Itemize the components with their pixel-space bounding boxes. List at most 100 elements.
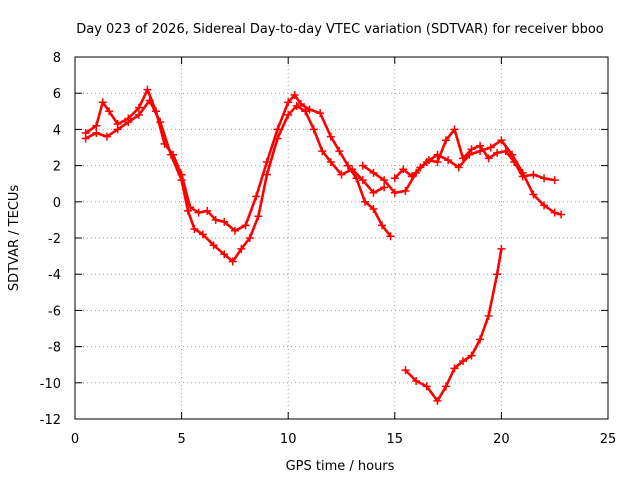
series-line <box>84 99 386 263</box>
data-point <box>81 134 90 143</box>
series-line <box>404 247 503 403</box>
data-point <box>529 190 538 199</box>
y-tick-label: -6 <box>48 304 61 319</box>
data-point <box>190 224 199 233</box>
data-point <box>378 221 387 230</box>
data-point <box>486 143 495 152</box>
data-point <box>401 186 410 195</box>
data-point <box>433 396 442 405</box>
data-point <box>390 174 399 183</box>
data-point <box>529 170 538 179</box>
data-point <box>143 85 152 94</box>
data-point <box>343 161 352 170</box>
data-point <box>550 208 559 217</box>
data-point <box>412 168 421 177</box>
data-point <box>113 125 122 134</box>
data-point <box>105 107 114 116</box>
data-point <box>380 183 389 192</box>
data-point <box>145 96 154 105</box>
data-point <box>296 100 305 109</box>
data-point <box>369 205 378 214</box>
data-point <box>386 232 395 241</box>
chart-title: Day 023 of 2026, Sidereal Day-to-day VTE… <box>76 22 604 37</box>
y-tick-label: 0 <box>53 196 61 211</box>
data-point <box>465 150 474 159</box>
data-point <box>254 212 263 221</box>
data-point <box>245 234 254 242</box>
data-point <box>292 101 301 110</box>
data-point <box>358 161 367 170</box>
data-point <box>540 201 549 210</box>
data-point <box>198 230 207 239</box>
data-point <box>360 197 369 206</box>
y-tick-label: 6 <box>53 87 61 102</box>
data-point <box>467 145 476 154</box>
data-point <box>399 165 408 174</box>
data-point <box>358 176 367 185</box>
data-point <box>476 147 485 156</box>
axis-ticks: -12 -10 -8 -6 -4 -2 0 2 4 6 8 0 5 10 15 20 25 <box>40 51 617 447</box>
data-point <box>497 136 506 145</box>
data-point <box>450 125 459 134</box>
data-point <box>309 125 318 134</box>
y-tick-label: -8 <box>48 341 61 356</box>
data-point <box>290 91 299 100</box>
data-point <box>177 176 186 185</box>
data-series <box>81 85 566 405</box>
data-point <box>228 257 237 266</box>
data-point <box>211 215 220 224</box>
data-point <box>134 103 143 112</box>
data-point <box>209 241 218 250</box>
x-tick-label: 5 <box>177 432 185 447</box>
data-point <box>493 148 502 157</box>
data-point <box>493 270 502 279</box>
x-tick-label: 25 <box>600 432 617 447</box>
data-point <box>166 150 175 159</box>
data-point <box>540 174 549 183</box>
data-point <box>92 129 101 138</box>
x-tick-label: 15 <box>387 432 404 447</box>
data-point <box>337 170 346 179</box>
data-point <box>326 157 335 166</box>
data-point <box>369 188 378 197</box>
x-tick-label: 0 <box>71 432 79 447</box>
data-point <box>237 244 246 253</box>
data-point <box>326 132 335 141</box>
data-point <box>230 226 239 235</box>
series-track-d <box>358 136 566 219</box>
data-point <box>156 118 165 127</box>
data-point <box>441 136 450 145</box>
y-tick-label: 8 <box>53 51 61 66</box>
data-point <box>476 335 485 344</box>
data-point <box>550 176 559 185</box>
data-point <box>441 382 450 391</box>
data-point <box>92 121 101 130</box>
data-point <box>335 147 344 156</box>
data-point <box>422 157 431 166</box>
data-point <box>369 168 378 177</box>
data-point <box>508 150 517 159</box>
series-line <box>84 88 392 238</box>
series-track-a <box>81 85 395 241</box>
data-point <box>422 382 431 391</box>
x-tick-label: 20 <box>493 432 510 447</box>
data-point <box>252 192 261 201</box>
data-point <box>380 176 389 185</box>
data-point <box>484 311 493 320</box>
data-point <box>98 98 107 107</box>
data-point <box>433 150 442 159</box>
data-point <box>518 168 527 177</box>
data-point <box>134 110 143 119</box>
data-point <box>284 110 293 119</box>
data-point <box>450 364 459 373</box>
data-point <box>433 157 442 166</box>
y-tick-label: -12 <box>40 413 61 428</box>
data-point <box>220 250 229 259</box>
data-point <box>301 107 310 116</box>
data-point <box>390 188 399 197</box>
y-tick-label: 4 <box>53 123 61 138</box>
data-point <box>557 210 566 219</box>
data-point <box>318 147 327 156</box>
x-tick-label: 10 <box>280 432 297 447</box>
